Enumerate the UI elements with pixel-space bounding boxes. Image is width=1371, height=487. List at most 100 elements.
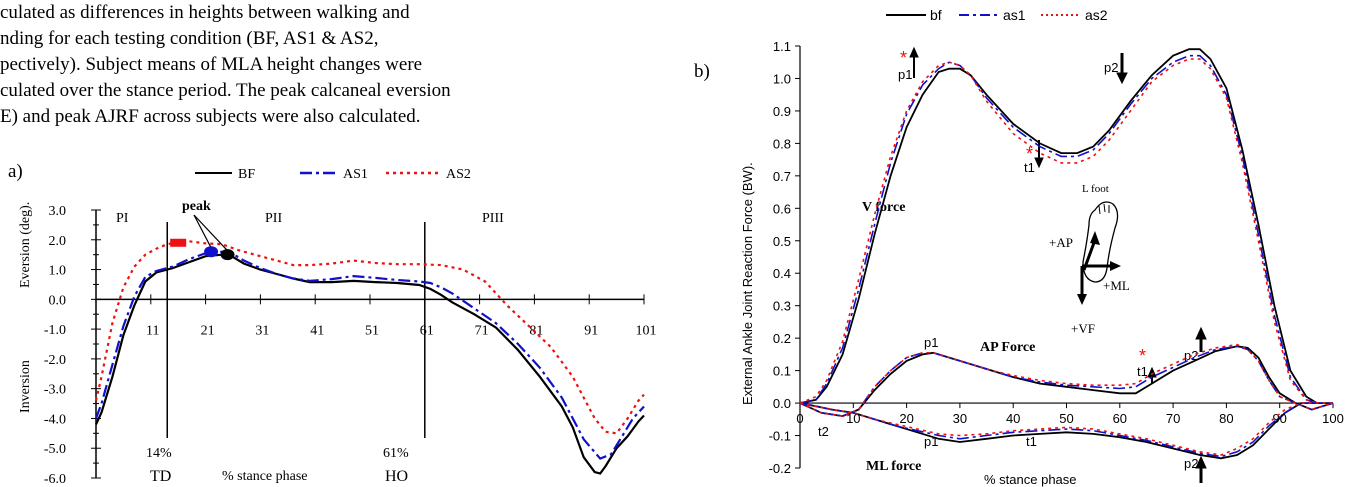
series-line-as2-ap xyxy=(799,343,1334,417)
y-tick-label: 3.0 xyxy=(49,204,67,219)
asterisk-ap-t1: * xyxy=(1139,346,1146,366)
series-line-bf xyxy=(95,253,645,475)
y-tick-label: -3.0 xyxy=(44,383,66,398)
event-name-ho: HO xyxy=(385,468,408,485)
y-tick-label: 0.8 xyxy=(773,136,791,151)
series-line-bf-v xyxy=(799,48,1318,404)
text-line: E) and peak AJRF across subjects were al… xyxy=(0,106,421,127)
y-tick-label: 0.3 xyxy=(773,299,791,314)
y-tick-label: 0.7 xyxy=(773,169,791,184)
peak-pointer xyxy=(193,214,212,248)
x-axis-label: % stance phase xyxy=(984,472,1077,487)
phase-label-2: PII xyxy=(265,211,282,226)
y-tick-label: -0.2 xyxy=(769,461,791,476)
y-tick-label: 0.0 xyxy=(49,293,67,308)
asterisk-v-t1: * xyxy=(1026,144,1033,164)
y-tick-label: -5.0 xyxy=(44,442,66,457)
label-ml-t2: t2 xyxy=(818,424,829,439)
paper-text: culated as differences in heights betwee… xyxy=(0,0,660,130)
y-tick-label: 1.0 xyxy=(49,264,67,279)
x-tick-label: 80 xyxy=(1219,411,1233,426)
foot-diagram: L foot +AP +ML +VF xyxy=(1049,183,1130,336)
arrow-ap-t1-head xyxy=(1147,366,1157,378)
panel-label-a: a) xyxy=(8,161,23,182)
chart-b: b) bf as1 as2 External Ankle Joint React… xyxy=(694,7,1344,487)
foot-label: L foot xyxy=(1082,183,1109,195)
panel-label-b: b) xyxy=(694,61,710,82)
y-tick-label: -6.0 xyxy=(44,472,66,487)
asterisk-v-p1: * xyxy=(900,48,907,68)
x-tick-label: 20 xyxy=(899,411,913,426)
label-v-p2: p2 xyxy=(1104,60,1118,75)
foot-outline xyxy=(1082,201,1119,283)
force-label-v: V force xyxy=(862,200,905,215)
phase-label-3: PIII xyxy=(482,211,504,226)
y-tick-label: 0.6 xyxy=(773,201,791,216)
phase-label-1: PI xyxy=(116,211,129,226)
y-tick-label: 0.5 xyxy=(773,234,791,249)
toe-lines xyxy=(1098,203,1110,215)
peak-marker-as1 xyxy=(204,246,219,258)
y-tick-label: 1.1 xyxy=(773,39,791,54)
arrow-v-t1-head xyxy=(1034,157,1044,169)
x-tick-label: 31 xyxy=(255,323,269,338)
series-line-bf-ap xyxy=(799,345,1334,418)
y-axis-label-inversion: Inversion xyxy=(18,360,33,413)
chart-a: a) BF AS1 AS2 Eversion (deg). Inversion … xyxy=(8,161,657,487)
x-tick-label: 101 xyxy=(636,323,657,338)
series-line-as1-ml xyxy=(799,402,1333,458)
legend-label-as2: as2 xyxy=(1085,7,1108,23)
arrow-ml-p2-head xyxy=(1195,455,1207,469)
ap-label: +AP xyxy=(1049,235,1073,250)
arrow-v-p2-head xyxy=(1116,72,1128,85)
x-tick-label: 81 xyxy=(529,323,543,338)
series-line-as2-v xyxy=(799,58,1318,404)
x-tick-label: 0 xyxy=(796,411,803,426)
vf-label: +VF xyxy=(1071,321,1095,336)
series-line-as1-v xyxy=(799,54,1318,404)
y-tick-label: -4.0 xyxy=(44,412,66,427)
legend-label-as1: as1 xyxy=(1003,7,1026,23)
ap-arrow-head xyxy=(1090,231,1100,245)
x-tick-label: 50 xyxy=(1059,411,1073,426)
y-tick-label: 0.1 xyxy=(773,364,791,379)
event-percent-td: 14% xyxy=(146,446,172,461)
y-tick-label: 2.0 xyxy=(49,234,67,249)
x-tick-label: 21 xyxy=(201,323,215,338)
event-name-td: TD xyxy=(150,468,171,485)
arrow-v-p1-head xyxy=(909,46,919,58)
legend-label-as1: AS1 xyxy=(343,167,368,182)
x-tick-label: 91 xyxy=(584,323,598,338)
label-v-p1: p1 xyxy=(898,67,912,82)
x-axis-label: % stance phase xyxy=(222,469,308,484)
vf-arrow-head xyxy=(1077,294,1087,305)
text-line: pectively). Subject means of MLA height … xyxy=(0,54,423,75)
peak-label: peak xyxy=(182,199,211,214)
text-line: culated over the stance period. The peak… xyxy=(0,80,451,101)
y-tick-label: 0.2 xyxy=(773,331,791,346)
label-ap-t1: t1 xyxy=(1137,364,1148,379)
arrow-ap-p2-head xyxy=(1195,326,1207,340)
x-tick-label: 41 xyxy=(310,323,324,338)
series-line-as2 xyxy=(94,240,645,435)
label-ml-p2: p2 xyxy=(1184,456,1198,471)
legend-label-bf: BF xyxy=(238,167,255,182)
peak-marker-bf xyxy=(220,249,235,261)
x-tick-label: 11 xyxy=(146,323,159,338)
y-tick-label: 0.0 xyxy=(773,396,791,411)
x-tick-label: 30 xyxy=(953,411,967,426)
x-tick-label: 51 xyxy=(365,323,379,338)
series-line-as1 xyxy=(94,250,645,460)
y-tick-label: 0.4 xyxy=(773,266,791,281)
y-tick-label: 0.9 xyxy=(773,104,791,119)
label-ml-t1: t1 xyxy=(1026,434,1037,449)
legend-label-bf: bf xyxy=(930,7,942,23)
y-axis-label-eversion: Eversion (deg). xyxy=(18,202,33,288)
x-tick-label: 100 xyxy=(1322,411,1344,426)
text-line: nding for each testing condition (BF, AS… xyxy=(0,28,379,49)
x-tick-label: 60 xyxy=(1113,411,1127,426)
y-tick-label: -2.0 xyxy=(44,353,66,368)
force-label-ml: ML force xyxy=(866,459,921,474)
ml-label: +ML xyxy=(1103,278,1130,293)
peak-marker-as2 xyxy=(170,238,187,247)
